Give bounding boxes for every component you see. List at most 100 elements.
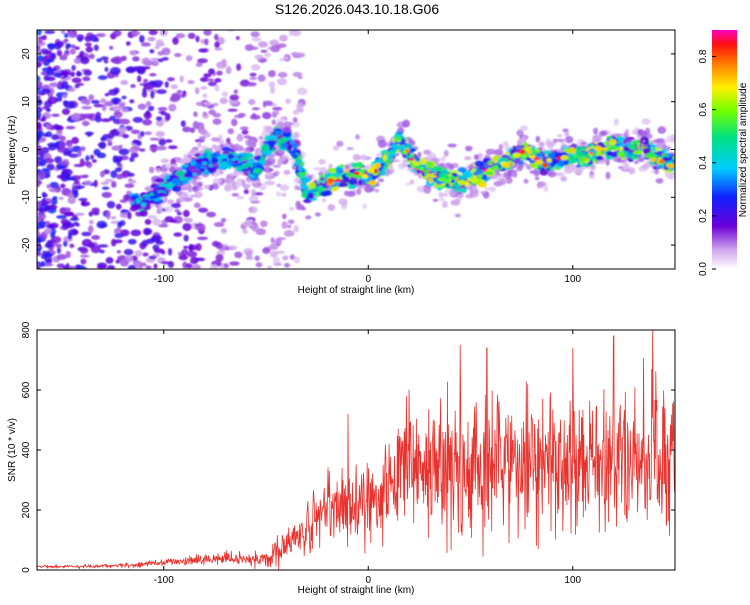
spectrogram-cell <box>37 111 42 118</box>
spectrogram-cell <box>268 81 276 88</box>
spectrogram-hot-cell <box>327 179 333 185</box>
spectrogram-cell <box>43 252 53 258</box>
spectrogram-cell <box>283 55 289 61</box>
spectrogram-cell <box>398 144 407 150</box>
spectrogram-cell <box>282 154 289 158</box>
spectrogram-cell <box>290 139 295 145</box>
spectrogram-cell <box>250 31 260 38</box>
spectrogram-cell <box>82 161 91 166</box>
spectrogram-cell <box>445 162 451 167</box>
spectrogram-cell <box>83 180 93 186</box>
spectrogram-cell <box>57 81 63 89</box>
spectrogram-cell <box>43 201 51 205</box>
spectrogram-cell <box>188 243 194 252</box>
spectrogram-cell <box>251 37 262 42</box>
spectrogram-cell <box>277 71 288 78</box>
spectrogram-cell <box>170 202 182 209</box>
spectrogram-cell <box>227 108 238 112</box>
spectrogram-cell <box>197 58 208 64</box>
spectrogram-cell <box>110 170 118 179</box>
spectrogram-cell <box>267 265 273 269</box>
spectrogram-cell <box>260 220 268 228</box>
spectrogram-cell <box>297 87 308 96</box>
spectrogram-cell <box>89 154 95 160</box>
spectrogram-cell <box>266 140 277 145</box>
spectrogram-cell <box>160 110 167 116</box>
spectrogram-cell <box>66 43 72 49</box>
spectrogram-cell <box>640 136 649 141</box>
spectrogram-cell <box>93 103 104 108</box>
spectrogram-cell <box>198 207 209 213</box>
spectrogram-cell <box>183 245 189 249</box>
spectrogram-cell <box>99 170 105 178</box>
spectrogram-cell <box>54 156 63 164</box>
colorbar-tick-label: 0.8 <box>698 49 709 63</box>
spectrogram-cell <box>79 254 90 258</box>
y-tick-label: 600 <box>21 381 32 398</box>
spectrogram-cell <box>134 250 143 257</box>
spectrogram-cell <box>556 134 563 138</box>
spectrogram-cell <box>196 181 203 188</box>
spectrogram-hot-cell <box>361 174 369 179</box>
spectrogram-cell <box>256 163 263 169</box>
spectrogram-cell <box>148 166 155 174</box>
spectrogram-cell <box>95 111 101 119</box>
spectrogram-cell <box>147 215 158 219</box>
spectrogram-hot-cell <box>500 161 508 165</box>
spectrogram-cell <box>189 194 198 198</box>
spectrogram-cell <box>207 81 218 87</box>
spectrogram-cell <box>105 138 113 143</box>
spectrogram-cell <box>144 218 152 225</box>
spectrogram-cell <box>56 215 67 219</box>
spectrogram-hot-cell <box>649 154 658 159</box>
spectrogram-cell <box>373 159 383 165</box>
spectrogram-cell <box>262 247 271 254</box>
spectrogram-cell <box>171 178 181 185</box>
spectrogram-cell <box>119 220 126 226</box>
spectrogram-cell <box>525 157 532 161</box>
spectrogram-cell <box>166 199 175 205</box>
spectrogram-hot-cell <box>361 170 365 175</box>
spectrogram-cell <box>383 164 389 169</box>
spectrogram-cell <box>294 184 299 191</box>
spectrogram-cell <box>114 233 124 238</box>
y-tick-label: 0 <box>21 146 32 152</box>
spectrogram-cell <box>226 161 233 166</box>
spectrogram-cell <box>595 155 604 160</box>
spectrogram-cell <box>174 208 180 213</box>
spectrogram-cell <box>47 96 58 105</box>
spectrogram-cell <box>182 209 190 218</box>
spectrogram-cell <box>106 212 111 220</box>
spectrogram-cell <box>481 173 488 180</box>
spectrogram-cell <box>53 72 63 78</box>
spectrogram-cell <box>154 178 165 183</box>
spectrogram-cell <box>71 64 76 71</box>
spectrogram-hot-cell <box>444 175 449 181</box>
spectrogram-cell <box>174 157 180 162</box>
spectrogram-cell <box>149 137 159 141</box>
spectrogram-cell <box>194 158 204 163</box>
spectrogram-cell <box>193 202 201 208</box>
spectrogram-cell <box>289 254 295 260</box>
spectrogram-cell <box>305 215 312 220</box>
spectrogram-cell <box>60 81 69 89</box>
spectrogram-cell <box>37 263 40 269</box>
spectrogram-hot-cell <box>542 162 548 168</box>
spectrogram-cell <box>67 196 76 205</box>
spectrogram-cell <box>246 160 253 165</box>
spectrogram-cell <box>216 61 227 69</box>
spectrogram-hot-cell <box>619 146 623 152</box>
spectrogram-cell <box>44 243 52 248</box>
spectrogram-cell <box>531 150 538 157</box>
spectrogram-cell <box>552 138 558 144</box>
y-tick-label: 400 <box>21 441 32 458</box>
spectrogram-cell <box>293 256 300 264</box>
spectrogram-cell <box>279 34 288 42</box>
spectrogram-cell <box>235 180 243 188</box>
spectrogram-cell <box>227 128 234 135</box>
spectrogram-cell <box>394 136 403 141</box>
spectrogram-cell <box>42 106 49 110</box>
spectrogram-cell <box>441 156 446 162</box>
spectrogram-cell <box>100 118 112 123</box>
